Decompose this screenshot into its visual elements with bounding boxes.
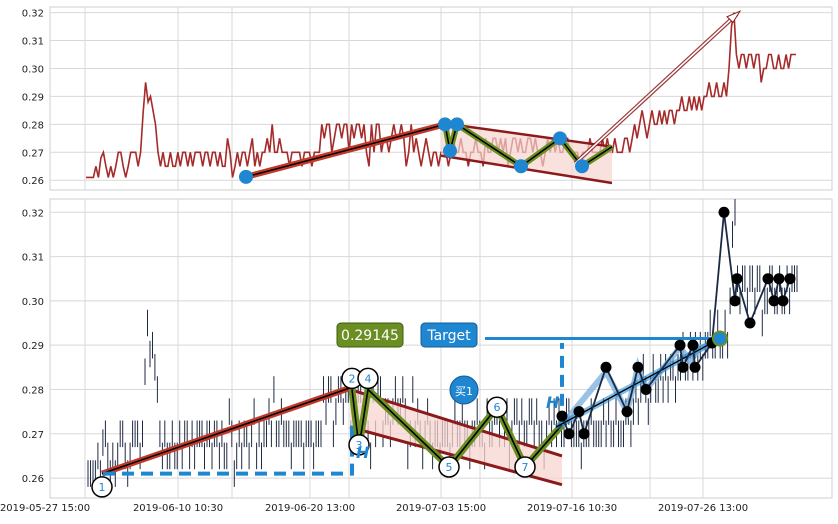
pivot-circle [514,456,536,478]
top-target-arrow-inner [574,13,738,165]
value-box-bg [336,322,404,348]
pivot-circle [348,434,370,456]
xtick-label: 2019-07-03 15:00 [396,503,486,514]
x-axis: 2019-05-27 15:00 2019-06-10 10:30 2019-0… [0,503,748,514]
bottom-ytick-label: 0.32 [22,208,44,219]
pivot-number: 5 [446,461,453,474]
bottom-ytick-label: 0.26 [22,474,44,485]
pivot-circle [438,456,460,478]
bottom-y-axis: 0.26 0.27 0.28 0.29 0.30 0.31 0.32 [22,208,44,485]
post-dot [563,428,575,440]
buy-marker-text: 买1 [455,385,473,398]
height-marker: H [356,443,370,462]
pivot-circle [91,476,113,498]
post-dot [578,428,590,440]
post-dot [640,384,652,395]
target-box-bg [420,322,478,348]
top-channel-upper [440,121,613,148]
pivot-number: 1 [99,481,106,494]
target-box-text: Target [426,328,471,344]
post-dot [768,295,780,307]
top-pivot-dot [553,131,567,146]
top-arrow-head [726,10,742,24]
dashed-h-bracket-1 [103,424,354,476]
xtick-label: 2019-06-20 13:00 [265,503,355,514]
top-ytick-label: 0.32 [22,9,44,20]
top-ytick-label: 0.31 [22,37,44,48]
channel-upper-line [349,388,563,458]
uptrend-core [101,386,353,475]
post-dot [600,361,612,373]
top-pivot-dot [438,117,452,132]
post-dot [573,406,585,418]
bottom-plot-area [87,199,798,487]
post-dot [674,339,686,351]
top-pivot-dot [239,169,253,184]
post-dot [621,406,633,418]
post-dot [632,361,644,373]
post-dot [677,361,689,373]
height-marker: H [546,393,560,412]
top-pivot-dot [514,159,528,174]
top-plot-area [86,10,796,185]
post-dot [731,273,743,285]
bottom-ytick-label: 0.31 [22,253,44,264]
value-box: 0.29145 [336,322,404,348]
xtick-label: 2019-07-16 10:30 [527,503,617,514]
post-path [561,212,791,438]
bottom-ytick-label: 0.30 [22,297,44,308]
top-pivot-dot [450,117,464,132]
post-dot [744,317,756,329]
pivot-labels: 1 2 3 4 5 6 7 [91,367,536,498]
top-ytick-label: 0.28 [22,120,44,131]
top-channel-fill [441,122,612,184]
post-dot [773,273,785,285]
channel-fill [350,389,562,485]
top-y-axis: 0.26 0.27 0.28 0.29 0.30 0.31 0.32 [22,9,44,188]
pivot-number: 3 [356,439,363,452]
xtick-label: 2019-07-26 13:00 [658,503,748,514]
pivot-number: 6 [494,401,501,414]
post-dot [556,410,568,422]
top-pivot-dot [443,143,457,158]
buy-marker: 买1 [449,375,479,405]
top-trend-core [245,123,446,178]
pivot-number: 2 [349,372,356,385]
pivot-number: 7 [522,461,529,474]
post-dot [784,273,796,285]
bottom-ytick-label: 0.27 [22,430,44,441]
xtick-label: 2019-05-27 15:00 [0,503,90,514]
top-ytick-label: 0.26 [22,176,44,187]
post-dot [777,295,789,307]
buy-marker-circle [449,375,479,405]
xtick-label: 2019-06-10 10:30 [133,503,223,514]
top-ytick-label: 0.29 [22,92,44,103]
post-dot [762,273,774,285]
pivot-circle [486,396,508,418]
post-dot [729,295,741,307]
target-dot [712,330,728,347]
post-dot [687,339,699,351]
pivot-circle [357,367,379,390]
top-ytick-label: 0.30 [22,64,44,75]
pivot-number: 4 [365,372,372,385]
target-box: Target [420,322,478,348]
top-ytick-label: 0.27 [22,148,44,159]
bottom-ytick-label: 0.29 [22,341,44,352]
bottom-ytick-label: 0.28 [22,385,44,396]
post-dot [689,361,701,373]
top-pivot-dot [575,159,589,174]
post-dot [718,206,730,218]
value-box-text: 0.29145 [341,328,399,344]
